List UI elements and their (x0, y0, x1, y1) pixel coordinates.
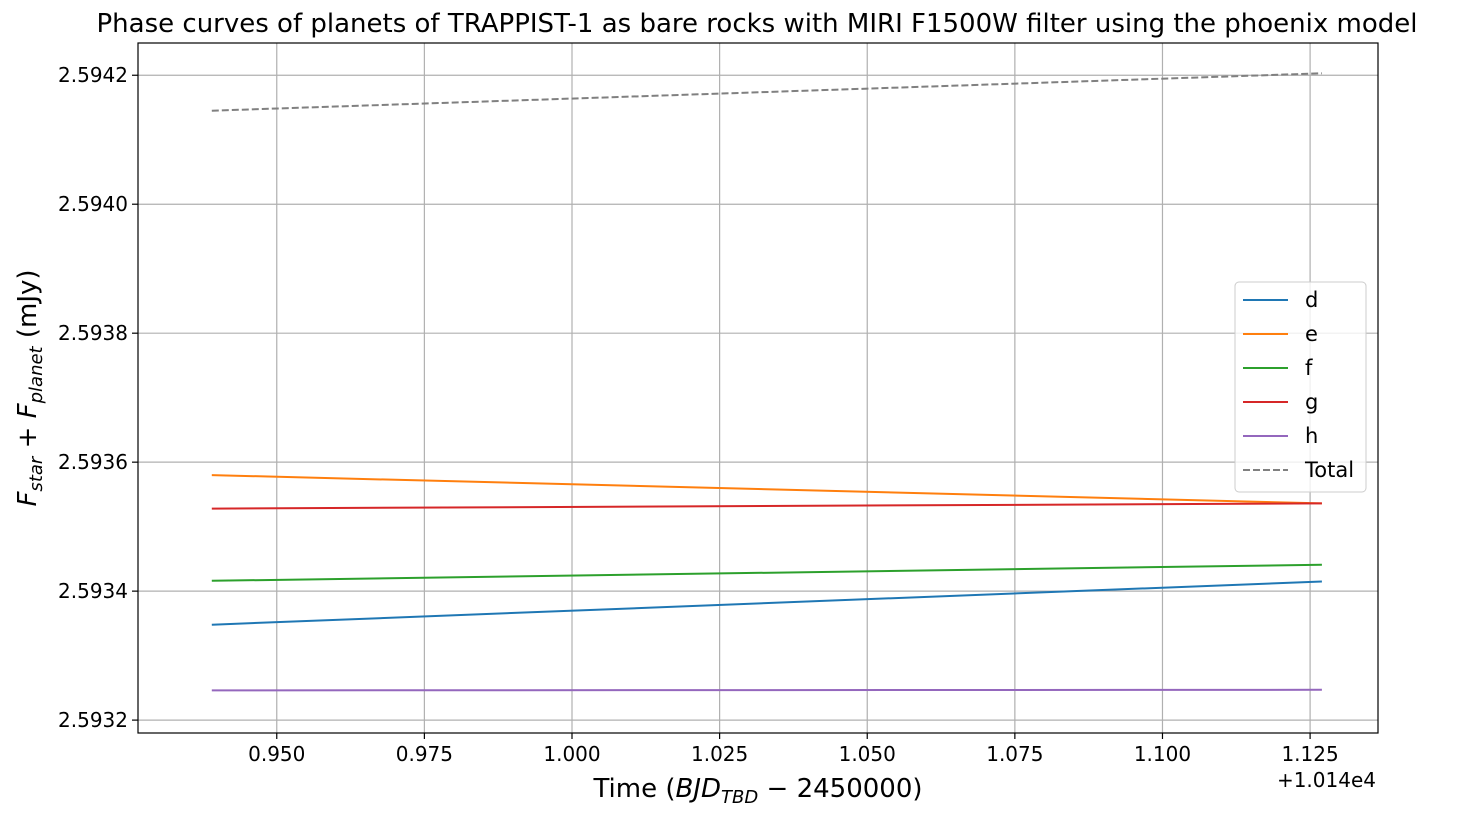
series-line-e (211, 474, 1322, 505)
series-lines (211, 72, 1322, 692)
legend-label-total: Total (1304, 458, 1354, 482)
y-tick-label: 2.5932 (58, 708, 128, 732)
series-line-total (211, 72, 1322, 112)
series-line-d (211, 580, 1322, 626)
series-line-f (211, 563, 1322, 582)
x-tick-label: 1.000 (543, 742, 600, 766)
grid-lines (138, 43, 1378, 733)
legend-label-e: e (1305, 322, 1318, 346)
x-tick-label: 0.975 (396, 742, 453, 766)
y-tick-label: 2.5938 (58, 321, 128, 345)
y-tick-label: 2.5940 (58, 192, 128, 216)
legend-label-f: f (1305, 356, 1313, 380)
legend-label-h: h (1305, 424, 1318, 448)
series-line-g (211, 502, 1322, 510)
chart-title: Phase curves of planets of TRAPPIST-1 as… (97, 9, 1418, 39)
series-line-h (211, 688, 1322, 692)
x-offset-label: +1.014e4 (1277, 768, 1376, 792)
legend-label-d: d (1305, 288, 1318, 312)
y-axis-label: Fstar + Fplanet (mJy) (13, 269, 47, 506)
y-tick-label: 2.5936 (58, 450, 128, 474)
legend-label-g: g (1305, 390, 1318, 414)
x-tick-label: 1.025 (691, 742, 748, 766)
x-axis-ticks: 0.950 0.975 1.000 1.025 1.050 1.075 1.100 1.125 (248, 733, 1339, 766)
x-tick-label: 1.050 (839, 742, 896, 766)
y-axis-ticks: 2.5932 2.5934 2.5936 2.5938 2.5940 2.5942 (58, 63, 138, 732)
x-tick-label: 0.950 (248, 742, 305, 766)
x-axis-label: Time (BJDTBD − 2450000) (592, 774, 922, 808)
x-tick-label: 1.125 (1281, 742, 1338, 766)
x-tick-label: 1.075 (986, 742, 1043, 766)
plot-frame (137, 42, 1379, 734)
y-tick-label: 2.5934 (58, 579, 128, 603)
x-tick-label: 1.100 (1134, 742, 1191, 766)
y-tick-label: 2.5942 (58, 63, 128, 87)
